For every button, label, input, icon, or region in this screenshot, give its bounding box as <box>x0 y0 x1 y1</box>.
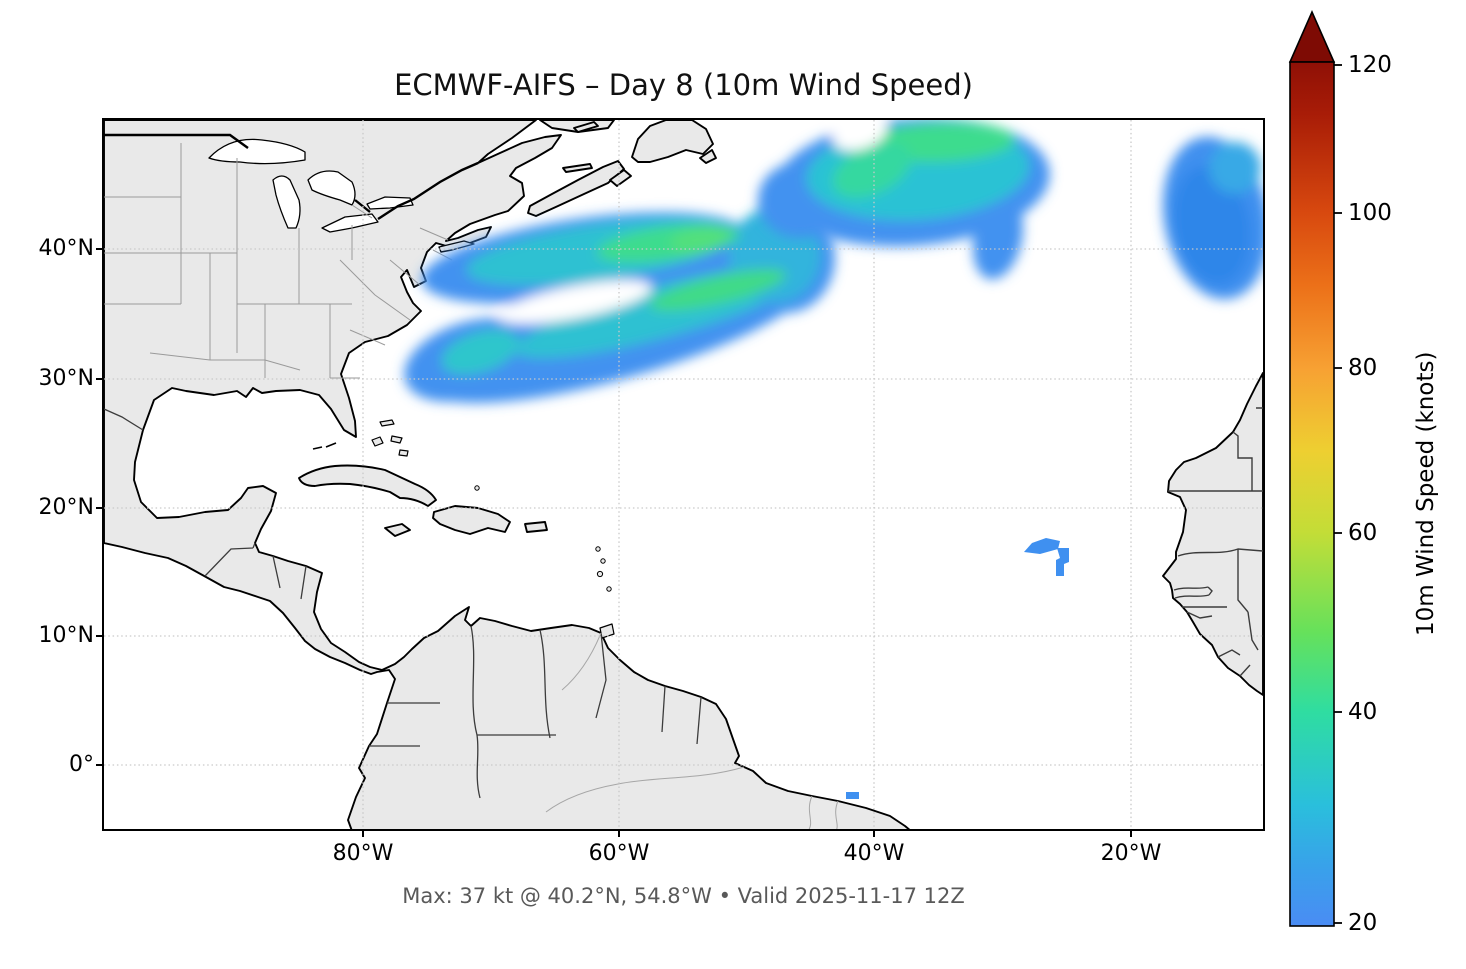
newfoundland <box>631 120 714 163</box>
colorbar-tick-20: 20 <box>1348 910 1378 936</box>
rivers <box>545 632 839 829</box>
xtick-40°W: 40°W <box>843 841 905 866</box>
page-title: ECMWF-AIFS – Day 8 (10m Wind Speed) <box>394 68 973 102</box>
ytick-mark <box>96 248 102 250</box>
wind-speck-cape-verde-bar <box>1056 548 1069 576</box>
africa <box>1162 372 1263 696</box>
colorbar-overflow-arrow <box>1288 10 1336 63</box>
colorbar-tick-120: 120 <box>1348 52 1392 78</box>
wind-blob-central-atlantic-low <box>758 120 1050 280</box>
lake-huron <box>307 170 356 206</box>
long-island <box>438 240 475 253</box>
xtick-mark <box>362 831 364 837</box>
lesser-antilles-3 <box>596 570 604 578</box>
max-annotation: Max: 37 kt @ 40.2°N, 54.8°W • Valid 2025… <box>402 884 965 908</box>
ytick-10°N: 10°N <box>38 622 94 648</box>
turks-island <box>474 485 480 491</box>
puerto-rico <box>524 521 548 533</box>
ytick-40°N: 40°N <box>38 235 94 261</box>
florida-keys <box>312 442 337 450</box>
ytick-0°: 0° <box>69 751 94 777</box>
cape-breton <box>609 169 632 187</box>
ytick-mark <box>96 507 102 509</box>
wind-speck-equatorial-dash <box>846 792 859 799</box>
colorbar-tick-40: 40 <box>1348 699 1378 725</box>
xtick-60°W: 60°W <box>588 841 650 866</box>
state-borders <box>104 143 453 379</box>
colorbar-tick-100: 100 <box>1348 200 1392 226</box>
hispaniola <box>432 505 511 535</box>
colorbar-tick-60: 60 <box>1348 520 1378 546</box>
xtick-mark <box>873 831 875 837</box>
jamaica <box>384 523 411 537</box>
lesser-antilles-1 <box>595 546 601 552</box>
wind-blob-east-coast-swath <box>404 203 835 403</box>
xtick-20°W: 20°W <box>1100 841 1162 866</box>
xtick-mark <box>618 831 620 837</box>
atlantic-basin-map <box>104 120 1263 829</box>
ytick-mark <box>96 378 102 380</box>
colorbar-gradient-bar <box>1289 61 1335 927</box>
lake-erie <box>321 213 379 233</box>
wind-speck-cape-verde-arc <box>1024 538 1060 554</box>
ytick-20°N: 20°N <box>38 494 94 520</box>
latam-borders <box>104 408 702 799</box>
lesser-antilles-2 <box>600 558 606 564</box>
africa-borders <box>1168 407 1263 677</box>
colorbar-ticks <box>1334 64 1342 924</box>
anticosti <box>573 121 599 133</box>
ytick-mark <box>96 764 102 766</box>
ytick-30°N: 30°N <box>38 365 94 391</box>
xtick-mark <box>1130 831 1132 837</box>
prince-edward-island <box>562 163 593 173</box>
lake-ontario <box>366 196 414 210</box>
map-canvas <box>102 118 1265 831</box>
lesser-antilles-4 <box>606 586 612 592</box>
bahamas <box>371 419 409 457</box>
colorbar <box>1288 10 1342 927</box>
xtick-80°W: 80°W <box>332 841 394 866</box>
great-lakes <box>208 138 414 233</box>
lake-superior <box>208 138 306 165</box>
avalon <box>699 149 717 164</box>
wind-blob-northeast-atlantic-blob <box>1162 136 1263 300</box>
cuba <box>298 464 437 507</box>
ytick-mark <box>96 635 102 637</box>
colorbar-axis-label: 10m Wind Speed (knots) <box>1413 351 1439 637</box>
lake-michigan <box>272 175 301 229</box>
colorbar-tick-80: 80 <box>1348 355 1378 381</box>
wind-speed-shading <box>404 120 1263 799</box>
